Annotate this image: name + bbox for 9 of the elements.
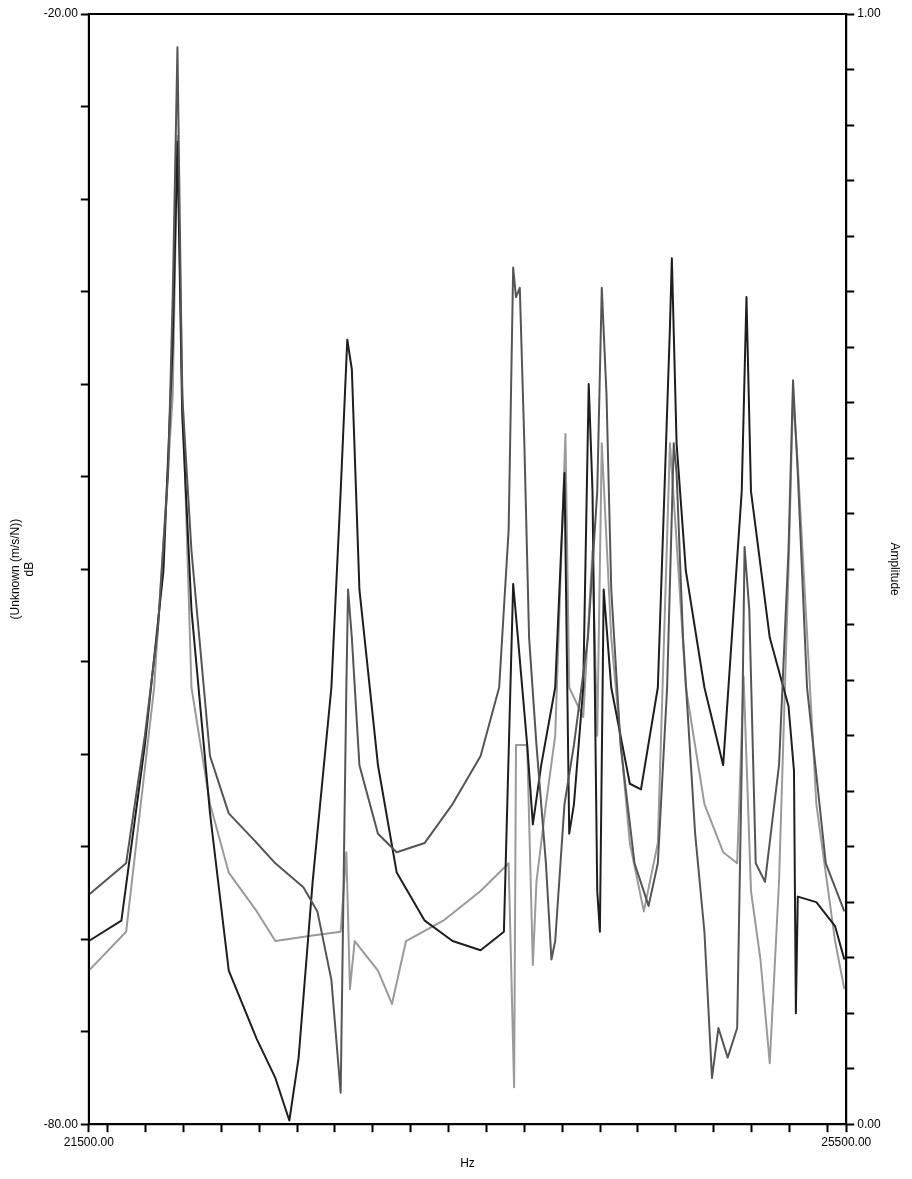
x-tick-label: 25500.00 <box>821 1134 872 1149</box>
y2-axis-title: Amplitude <box>888 542 903 597</box>
y2-tick-label: 1.00 <box>857 6 881 21</box>
y-tick-label: -80.00 <box>43 1116 79 1131</box>
y-axis-title: (Unknown (m/s/N)) dB <box>7 518 36 620</box>
y-tick-label: -20.00 <box>43 6 79 21</box>
y2-tick-label: 0.00 <box>857 1116 881 1131</box>
x-axis-title: Hz <box>460 1156 475 1171</box>
x-tick-label: 21500.00 <box>63 1134 115 1149</box>
